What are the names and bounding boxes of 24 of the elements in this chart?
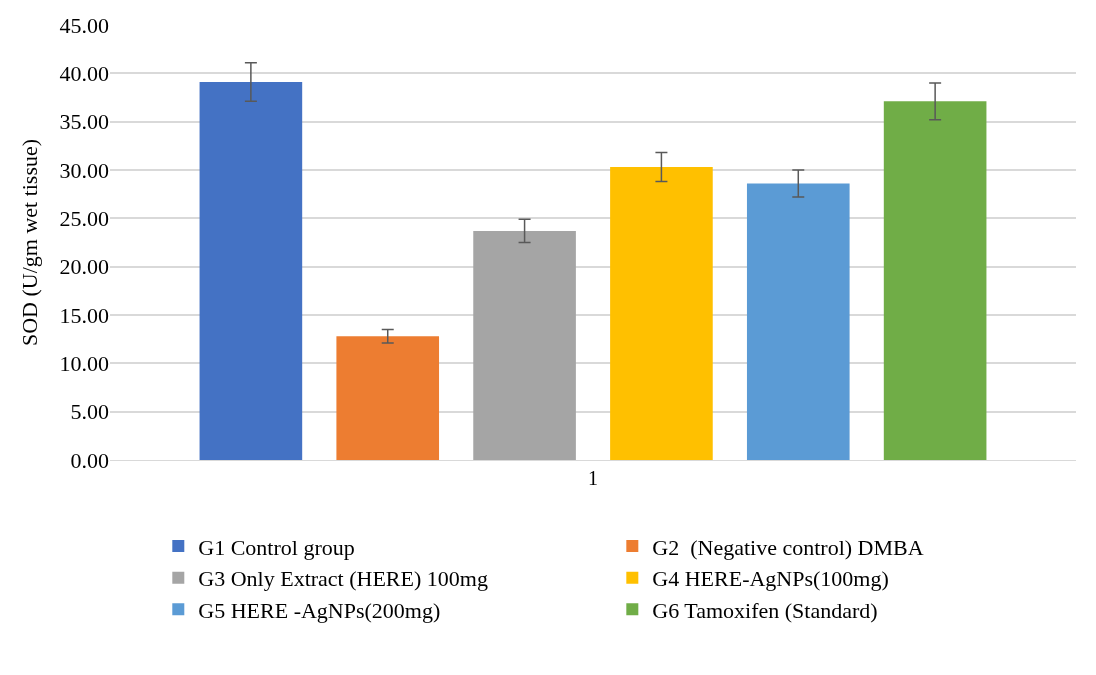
y-tick-label: 45.00: [59, 12, 109, 38]
y-tick-label: 40.00: [59, 61, 109, 87]
x-tick-label: 1: [588, 467, 598, 489]
y-tick-label: 10.00: [59, 351, 109, 377]
y-tick-label: 30.00: [59, 157, 109, 183]
y-tick-label: 20.00: [59, 254, 109, 280]
bar: [199, 82, 303, 460]
bar: [883, 101, 987, 460]
bar: [336, 336, 440, 460]
y-tick-label: 5.00: [70, 399, 109, 425]
y-tick-label: 0.00: [70, 447, 109, 473]
y-axis-title: SOD (U/gm wet tissue): [17, 138, 43, 347]
legend-label: G2 (Negative control) DMBA: [652, 534, 924, 560]
bar: [473, 230, 576, 460]
legend-label: G6 Tamoxifen (Standard): [652, 597, 878, 623]
y-tick-label: 25.00: [59, 206, 109, 232]
legend-label: G5 HERE -AgNPs(200mg): [198, 597, 441, 623]
bar: [610, 167, 713, 460]
bar: [746, 183, 850, 460]
legend-label: G4 HERE-AgNPs(100mg): [652, 566, 889, 592]
legend-label: G1 Control group: [198, 534, 355, 560]
legend-label: G3 Only Extract (HERE) 100mg: [198, 566, 488, 592]
y-tick-label: 15.00: [59, 302, 109, 328]
y-tick-label: 35.00: [59, 109, 109, 135]
